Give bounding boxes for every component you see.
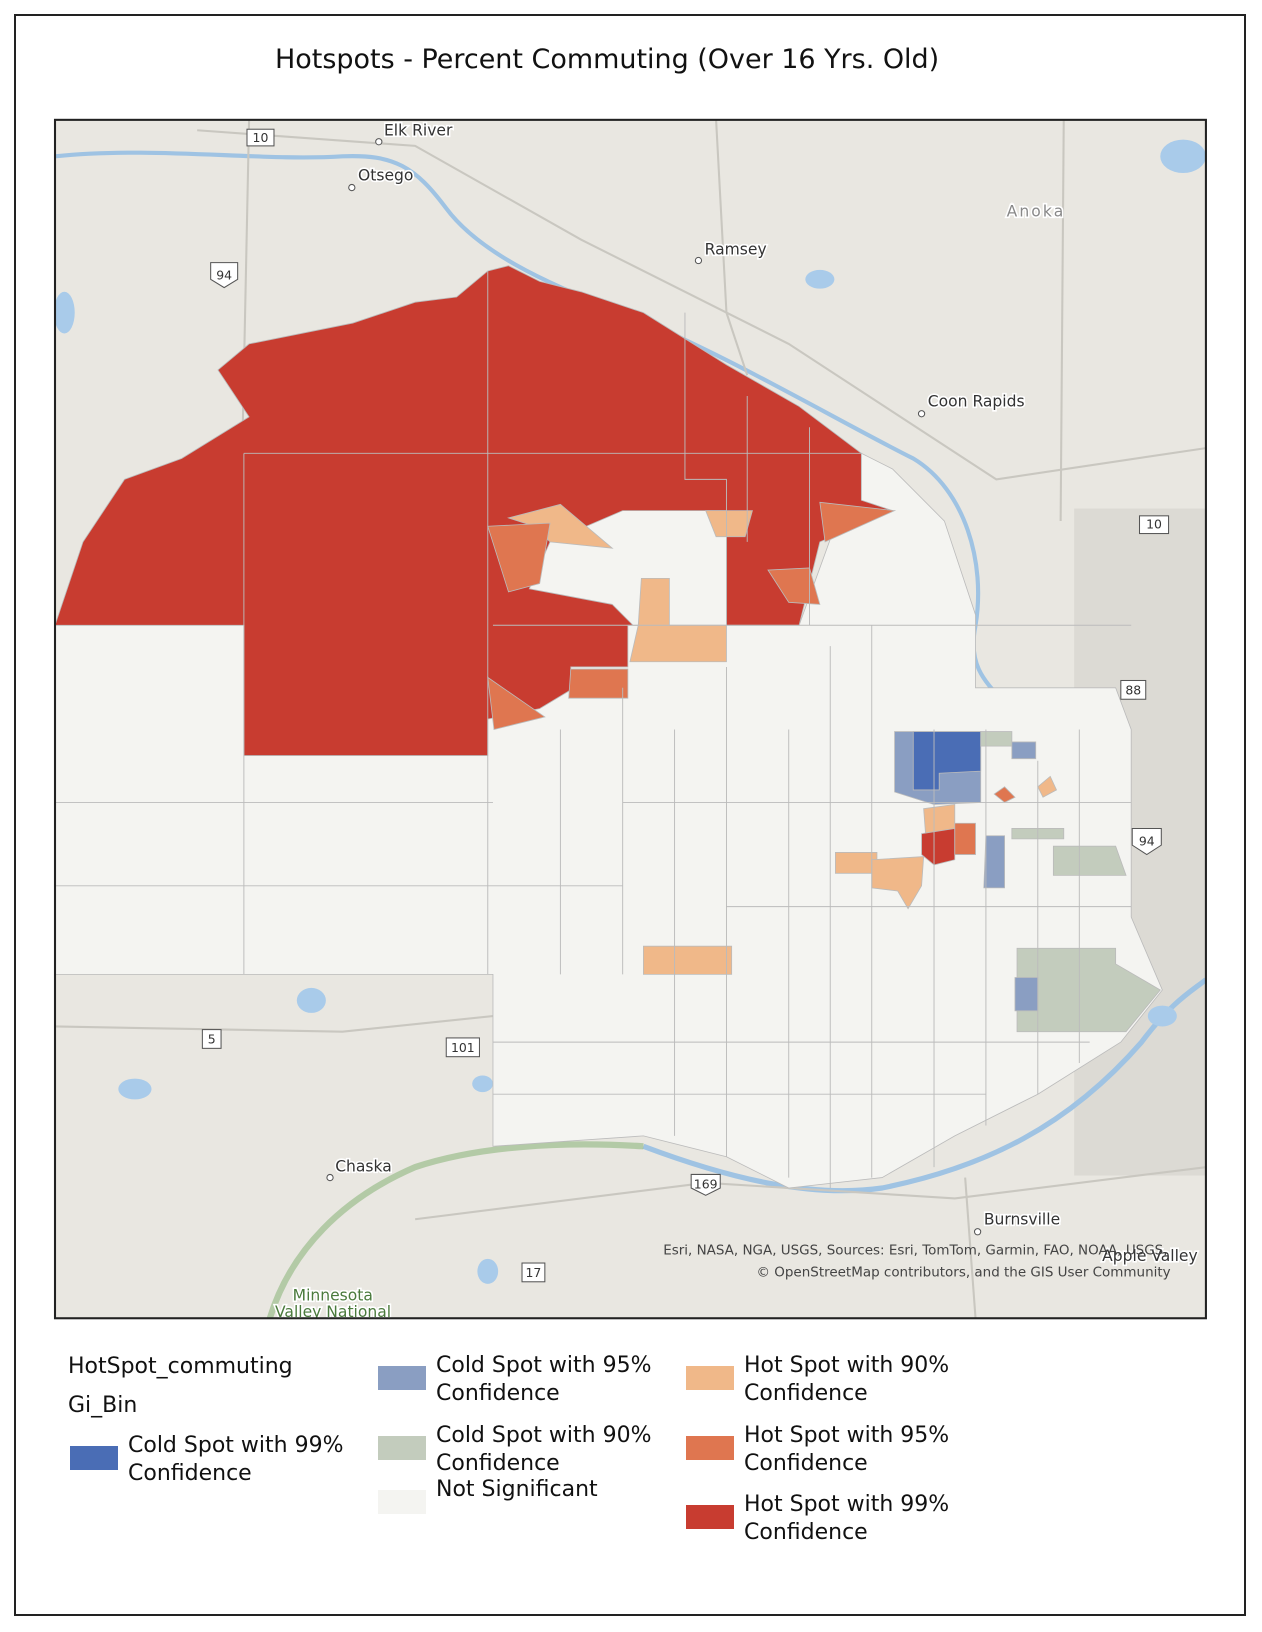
- cold-spot-90-area: [1052, 845, 1127, 876]
- legend-swatch: [378, 1366, 426, 1390]
- place-label: Minnesota: [293, 1287, 373, 1305]
- legend-swatch: [378, 1436, 426, 1460]
- hot-spot-95-area: [568, 668, 629, 699]
- shield-label: 94: [1139, 833, 1155, 848]
- hot-spot-90-area: [705, 510, 753, 538]
- legend-label: Hot Spot with 99% Confidence: [744, 1492, 950, 1545]
- legend-layer: HotSpot_commuting: [68, 1354, 293, 1379]
- hot-spot-95-area: [993, 786, 1016, 803]
- shield-label: 169: [694, 1176, 718, 1191]
- hot-spot-90-area: [629, 577, 727, 663]
- shields: 10 94 10 88 94 5 101 169 17: [201, 128, 1170, 1283]
- shield-label: 17: [526, 1265, 542, 1280]
- attribution: Esri, NASA, NGA, USGS, Sources: Esri, To…: [663, 1243, 1167, 1259]
- hot-spot-99-area: [55, 265, 894, 756]
- attribution: © OpenStreetMap contributors, and the GI…: [757, 1265, 1171, 1281]
- hot-spot-95-area: [819, 501, 897, 543]
- legend-label: Cold Spot with 99% Confidence: [128, 1433, 344, 1486]
- lakes: [55, 139, 1206, 1284]
- cold-spot-90-area: [1016, 947, 1161, 1033]
- hot-spot-99-area: [921, 827, 956, 866]
- shield-label: 88: [1125, 682, 1141, 697]
- tract-lines: [55, 270, 1132, 1188]
- river: [266, 1141, 644, 1319]
- legend-swatch: [686, 1366, 734, 1390]
- place-label: Anoka: [1007, 203, 1066, 221]
- cold-spot-95-area: [983, 835, 1006, 889]
- shield-label: 94: [216, 268, 232, 283]
- shield-label: 101: [451, 1040, 475, 1055]
- shield-label: 10: [1146, 517, 1162, 532]
- legend-field: Gi_Bin: [68, 1393, 138, 1418]
- legend-swatch: [70, 1446, 118, 1470]
- legend-swatch: [378, 1490, 426, 1514]
- legend-swatch: [686, 1436, 734, 1460]
- place-label: Coon Rapids: [928, 392, 1025, 410]
- hot-spot-95-area: [487, 522, 551, 593]
- place-label: Elk River: [384, 121, 453, 139]
- hot-spot-90-area: [1037, 775, 1058, 798]
- map-title: Hotspots - Percent Commuting (Over 16 Yr…: [275, 44, 939, 75]
- hot-spot-90-area: [643, 945, 733, 975]
- legend-label: Not Significant: [436, 1477, 598, 1502]
- place-label: Burnsville: [984, 1210, 1060, 1228]
- place-label: Valley National: [275, 1303, 391, 1321]
- place-label: Apple Valley: [1102, 1247, 1198, 1265]
- cold-spot-95-area: [1011, 741, 1037, 760]
- map: 10 94 10 88 94 5 101 169 17 Elk River Ot…: [55, 119, 1206, 1321]
- legend-label: Cold Spot with 95% Confidence: [436, 1353, 652, 1406]
- place-labels: Elk River Otsego Ramsey Anoka Coon Rapid…: [273, 120, 1199, 1321]
- cold-spot-95-area: [1014, 977, 1039, 1012]
- hot-spot-95-area: [487, 676, 546, 730]
- shield-label: 10: [253, 130, 269, 145]
- cold-spot-90-area: [980, 731, 1013, 747]
- hot-spot-90-area: [835, 852, 878, 874]
- hot-spot-95-area: [767, 567, 821, 605]
- shield-label: 5: [208, 1031, 216, 1046]
- place-label: Ramsey: [705, 240, 767, 258]
- legend-swatch: [686, 1505, 734, 1529]
- hot-spot-95-area: [954, 822, 976, 855]
- legend-label: Cold Spot with 90% Confidence: [436, 1423, 652, 1476]
- legend-label: Hot Spot with 95% Confidence: [744, 1423, 950, 1476]
- legend-label: Hot Spot with 90% Confidence: [744, 1353, 950, 1406]
- place-label: Otsego: [358, 166, 413, 184]
- study-area: [55, 265, 1163, 1189]
- place-label: Chaska: [335, 1157, 392, 1175]
- page-frame: [14, 14, 1246, 1616]
- map-frame: [53, 118, 1207, 1320]
